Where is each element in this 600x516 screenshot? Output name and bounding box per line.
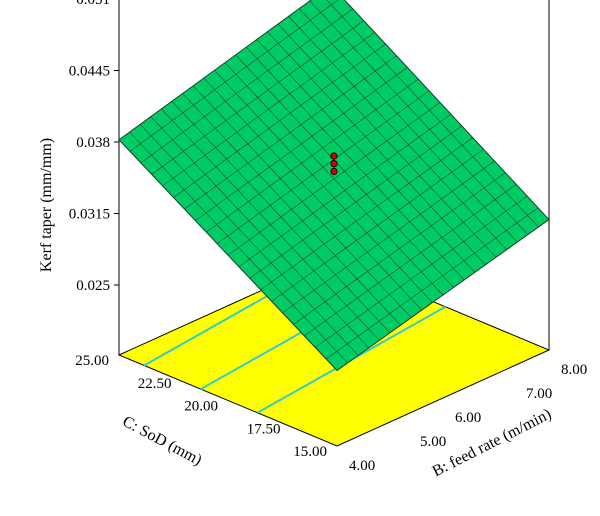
y-tick-label: 17.50 [247, 421, 281, 437]
surface-mesh-line [173, 43, 386, 198]
x-tick-label: 8.00 [561, 362, 587, 378]
surface-mesh-line [129, 0, 339, 152]
surface-mesh-line [344, 0, 550, 220]
design-points [330, 152, 338, 175]
surface-mesh-line [227, 102, 441, 256]
y-tick-label: 22.50 [138, 376, 172, 392]
surface-mesh-line [309, 0, 529, 235]
design-point [330, 167, 338, 175]
y-tick-label: 25.00 [75, 353, 109, 369]
z-tick-label: 0.0315 [69, 207, 110, 223]
z-tick-label: 0.051 [76, 0, 110, 8]
surface-mesh-line [277, 23, 497, 258]
x-tick-label: 7.00 [526, 386, 552, 402]
surface-mesh-line [298, 8, 518, 243]
z-tick-label: 0.025 [76, 278, 110, 294]
surface-mesh-line [245, 47, 465, 281]
surface-mesh-line [118, 0, 312, 141]
y-tick-label: 20.00 [184, 399, 218, 415]
surface-mesh-line [216, 90, 430, 244]
surface-mesh-line [267, 31, 486, 265]
surface-mesh-line [326, 0, 539, 228]
surface-mesh-line [151, 20, 364, 175]
x-tick-label: 6.00 [455, 410, 481, 426]
z-axis-title: Kerf taper (mm/mm) [38, 138, 55, 272]
design-point [330, 160, 338, 168]
surface-mesh-line [140, 8, 353, 164]
x-tick-label: 5.00 [420, 434, 446, 450]
y-axis-title: C: SoD (mm) [120, 413, 205, 469]
z-tick-label: 0.038 [76, 135, 110, 151]
surface-mesh-line [195, 67, 408, 221]
design-point [330, 152, 338, 160]
surface-mesh-line [256, 39, 476, 273]
surface-mesh-line [235, 54, 454, 288]
z-tick-label: 0.0445 [69, 64, 110, 80]
x-axis-title: B: feed rate (m/min) [430, 406, 554, 481]
response-surface [118, 0, 550, 372]
surface-mesh-line [184, 55, 397, 210]
surface-mesh-line [206, 78, 419, 233]
surface-mesh-line [288, 16, 507, 250]
surface-mesh-line [162, 32, 375, 187]
x-tick-label: 4.00 [349, 458, 375, 474]
y-tick-label: 15.00 [293, 444, 327, 460]
